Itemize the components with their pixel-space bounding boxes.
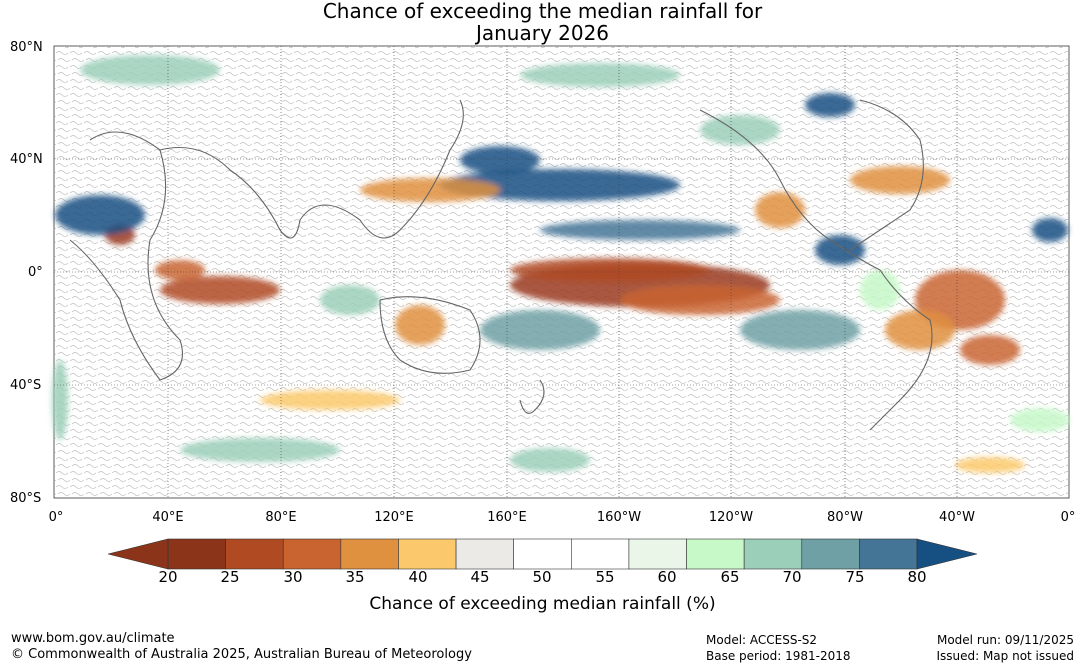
footer-model-run: Model run: 09/11/2025 (936, 633, 1074, 647)
colorbar-cell (571, 538, 630, 570)
probability-patch (52, 360, 68, 440)
probability-patch (395, 305, 445, 345)
colorbar-tick: 25 (220, 568, 240, 586)
probability-patch (815, 235, 865, 265)
colorbar-cell (801, 538, 860, 570)
probability-patch (805, 93, 855, 117)
colorbar-tick: 30 (283, 568, 303, 586)
lon-label-0-left: 0° (48, 510, 64, 525)
probability-patch (620, 285, 780, 315)
colorbar-cell (340, 538, 399, 570)
lat-label-80n: 80°N (10, 40, 43, 55)
colorbar-cell (686, 538, 745, 570)
colorbar-tick: 45 (470, 568, 490, 586)
colorbar-tick: 65 (720, 568, 740, 586)
colorbar-tick: 60 (657, 568, 677, 586)
colorbar-cell (225, 538, 284, 570)
probability-patch (1010, 408, 1070, 432)
lat-label-40n: 40°N (10, 152, 43, 167)
colorbar-cell (398, 538, 457, 570)
probability-patch (320, 285, 380, 315)
lon-label-80e: 80°E (265, 510, 297, 525)
colorbar-tick: 35 (345, 568, 365, 586)
lat-label-40s: 40°S (10, 378, 42, 393)
colorbar-tick: 50 (532, 568, 552, 586)
lon-label-120w: 120°W (708, 510, 754, 525)
probability-patch (860, 270, 900, 310)
probability-patch (260, 390, 400, 410)
colorbar (107, 538, 978, 570)
probability-patch (520, 63, 680, 87)
probability-patch (80, 55, 220, 85)
colorbar-tick: 55 (595, 568, 615, 586)
colorbar-cell (743, 538, 803, 570)
lon-label-80w: 80°W (827, 510, 863, 525)
probability-patch (460, 146, 540, 174)
footer-url[interactable]: www.bom.gov.au/climate (11, 631, 175, 646)
probability-patch (440, 169, 680, 201)
coastlines (69, 99, 933, 431)
lat-label-80s: 80°S (10, 491, 42, 506)
colorbar-cell (167, 538, 226, 570)
colorbar-tick: 40 (408, 568, 428, 586)
map-title-line2: January 2026 (475, 21, 610, 45)
probability-patches (52, 55, 1070, 473)
probability-patch (955, 457, 1025, 473)
colorbar-tick: 75 (845, 568, 865, 586)
probability-patch (540, 220, 740, 240)
probability-patch (480, 310, 600, 350)
lon-label-120e: 120°E (374, 510, 414, 525)
probability-patch (850, 166, 950, 194)
lon-label-40e: 40°E (152, 510, 184, 525)
graticule (54, 46, 1069, 498)
footer-copyright: © Commonwealth of Australia 2025, Austra… (11, 647, 472, 662)
colorbar-cell (282, 538, 342, 570)
probability-patch (510, 258, 710, 282)
probability-patch (510, 448, 590, 472)
footer-base-period: Base period: 1981-2018 (706, 649, 851, 663)
lon-label-160e: 160°E (487, 510, 527, 525)
colorbar-tick: 70 (782, 568, 802, 586)
lon-label-40w: 40°W (939, 510, 975, 525)
colorbar-label: Chance of exceeding median rainfall (%) (369, 594, 716, 614)
probability-patch (885, 310, 955, 350)
probability-patch (55, 195, 145, 235)
colorbar-cell (513, 538, 572, 570)
map-frame (53, 45, 1070, 499)
colorbar-cell (628, 538, 687, 570)
map-title-line1: Chance of exceeding the median rainfall … (322, 0, 763, 23)
probability-patch (155, 260, 205, 280)
colorbar-cell (455, 538, 514, 570)
probability-patch (740, 310, 860, 350)
colorbar-cell (859, 538, 918, 570)
probability-patch (700, 115, 780, 145)
lat-label-equator: 0° (28, 265, 43, 280)
probability-patch (180, 438, 340, 462)
colorbar-tick: 80 (907, 568, 927, 586)
lon-label-0-right: 0° (1060, 510, 1076, 525)
colorbar-tick: 20 (158, 568, 178, 586)
footer-issued: Issued: Map not issued (936, 649, 1074, 663)
probability-patch (960, 335, 1020, 365)
lon-label-160w: 160°W (596, 510, 642, 525)
probability-patch (1032, 218, 1068, 242)
footer-model: Model: ACCESS-S2 (706, 633, 818, 647)
probability-patch (160, 276, 280, 304)
colorbar-low-end (107, 538, 169, 570)
probability-patch (755, 192, 805, 228)
colorbar-high-end (916, 538, 978, 570)
